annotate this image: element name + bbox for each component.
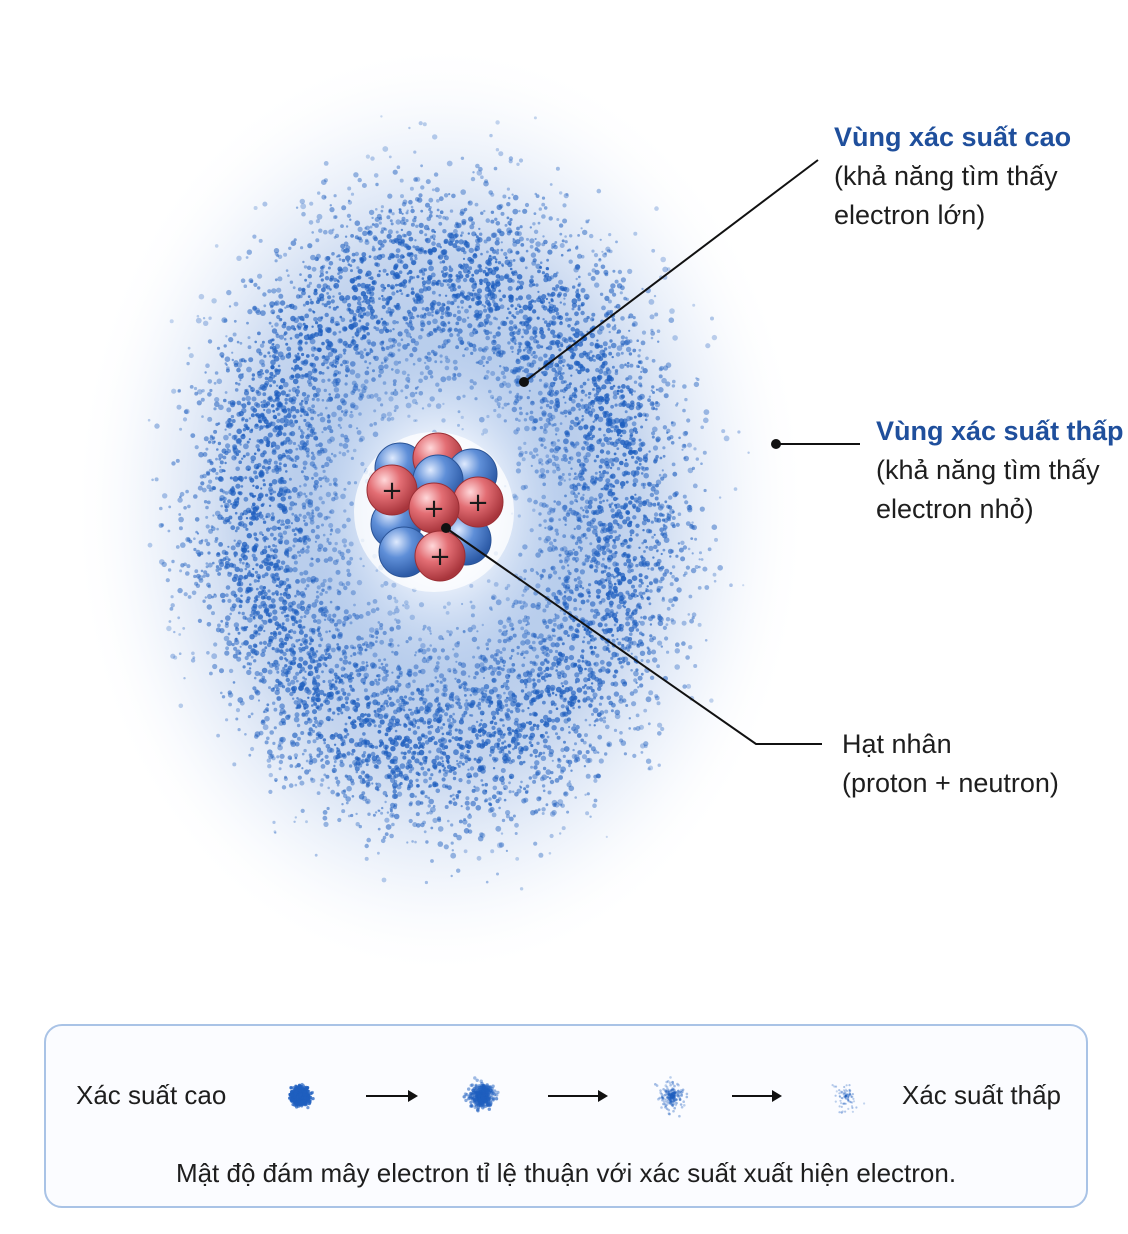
arrow-2-icon [548,1090,608,1102]
arrow-1-icon [366,1090,418,1102]
leader-line-high [523,159,819,383]
nucleus: + + + + [366,432,504,582]
callout-low-line1: (khả năng tìm thấy [876,455,1100,485]
callout-low-line2: electron nhỏ) [876,494,1034,524]
callout-high-probability: Vùng xác suất cao (khả năng tìm thấy ele… [834,118,1071,235]
legend-box: Xác suất cao Xác suất thấp Mật độ đám mâ… [44,1024,1088,1208]
legend-density-samples [288,1076,866,1118]
callout-nucleus-line1: (proton + neutron) [842,768,1059,798]
legend-low-label: Xác suất thấp [902,1080,1061,1110]
callout-low-title: Vùng xác suất thấp [876,416,1124,446]
leader-line-nucleus [445,527,822,745]
callout-nucleus: Hạt nhân (proton + neutron) [842,725,1059,803]
callout-high-line2: electron lớn) [834,200,986,230]
callout-high-title: Vùng xác suất cao [834,122,1072,152]
legend-graphic [288,1076,866,1118]
callout-low-probability: Vùng xác suất thấp (khả năng tìm thấy el… [876,412,1124,529]
arrow-3-icon [732,1090,782,1102]
legend-caption: Mật độ đám mây electron tỉ lệ thuận với … [175,1158,957,1188]
leader-dot-high [519,377,529,387]
legend-high-label: Xác suất cao [76,1080,227,1110]
leader-dot-low [771,439,781,449]
proton-plus-sign: + [429,542,451,572]
proton-plus-sign: + [423,494,445,524]
proton-plus-sign: + [381,476,403,506]
callout-nucleus-title: Hạt nhân [842,729,952,759]
proton-plus-sign: + [467,488,489,518]
callout-high-line1: (khả năng tìm thấy [834,161,1058,191]
leader-dot-nucleus [441,523,451,533]
electron-cloud [147,115,750,891]
electron-cloud-diagram: + + + + [70,40,860,980]
proton-sphere [414,530,466,582]
